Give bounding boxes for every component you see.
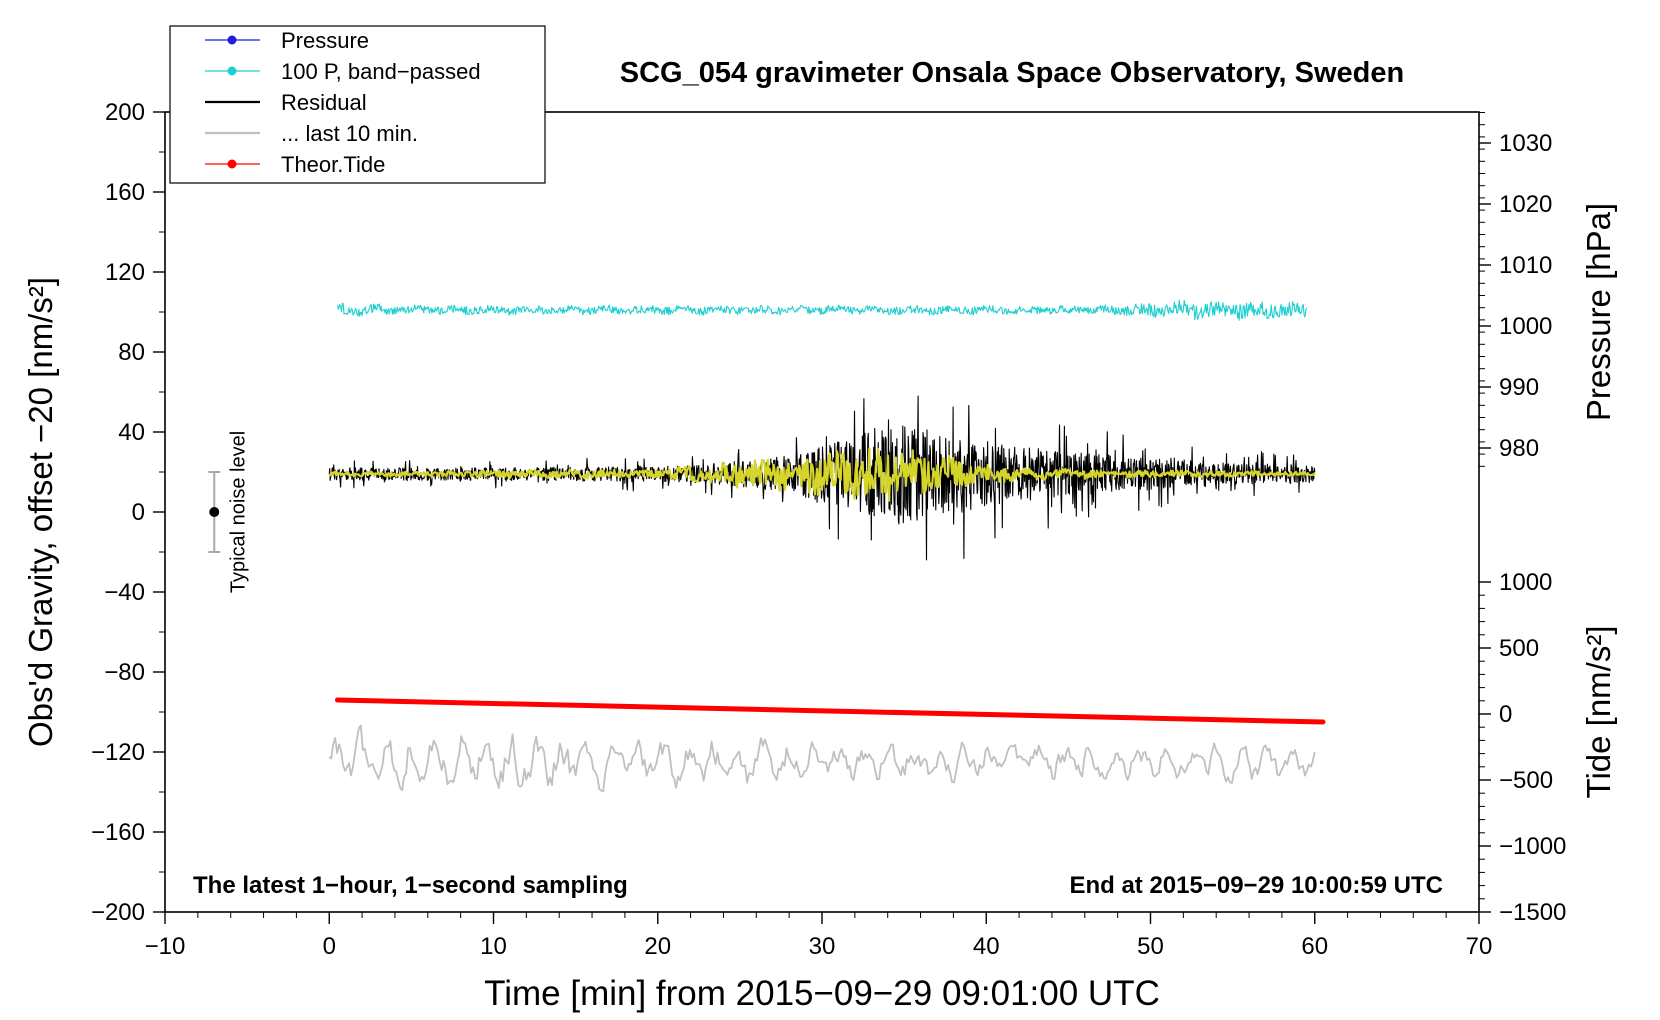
annotation-end-time: End at 2015−09−29 10:00:59 UTC bbox=[1069, 872, 1443, 899]
y-tick-label: 0 bbox=[132, 499, 145, 526]
legend-marker bbox=[227, 66, 237, 76]
y-tick-label: 200 bbox=[105, 99, 145, 126]
pressure-tick-label: 980 bbox=[1499, 435, 1539, 462]
pressure-tick-label: 1010 bbox=[1499, 252, 1552, 279]
y-tick-label: −200 bbox=[91, 899, 145, 926]
chart-title: SCG_054 gravimeter Onsala Space Observat… bbox=[620, 57, 1404, 89]
series-last-10-min bbox=[328, 724, 1316, 793]
x-tick-label: 60 bbox=[1301, 933, 1328, 960]
legend-label: Pressure bbox=[281, 28, 369, 53]
noise-level-label: Typical noise level bbox=[227, 431, 249, 593]
tide-tick-label: −1000 bbox=[1499, 833, 1566, 860]
y-tick-label: −160 bbox=[91, 819, 145, 846]
y-tick-label: 120 bbox=[105, 259, 145, 286]
y-tick-label: 80 bbox=[118, 339, 145, 366]
legend-marker bbox=[227, 159, 237, 169]
y-tick-label: 40 bbox=[118, 419, 145, 446]
noise-level-indicator bbox=[208, 471, 221, 553]
pressure-tick-label: 990 bbox=[1499, 374, 1539, 401]
series-theoretical-tide bbox=[334, 697, 1326, 725]
legend-marker bbox=[227, 35, 237, 45]
x-axis-label: Time [min] from 2015−09−29 09:01:00 UTC bbox=[484, 974, 1160, 1013]
x-tick-label: 0 bbox=[323, 933, 336, 960]
x-tick-label: 20 bbox=[644, 933, 671, 960]
x-tick-label: −10 bbox=[145, 933, 186, 960]
legend-label: ... last 10 min. bbox=[281, 121, 418, 146]
x-tick-label: 30 bbox=[809, 933, 836, 960]
x-tick-label: 10 bbox=[480, 933, 507, 960]
tide-tick-label: 1000 bbox=[1499, 569, 1552, 596]
x-tick-label: 70 bbox=[1466, 933, 1493, 960]
y-axis-pressure-label: Pressure [hPa] bbox=[1580, 203, 1617, 421]
y-axis-left: −200 −160 −120 −80 −40 0 40 80 120 160 200 bbox=[91, 99, 165, 926]
noise-bar-center bbox=[209, 507, 220, 517]
legend-label: Residual bbox=[281, 90, 367, 115]
x-tick-label: 50 bbox=[1137, 933, 1164, 960]
y-axis-pressure: 980 990 1000 1010 1020 1030 bbox=[1479, 112, 1552, 467]
annotation-sampling: The latest 1−hour, 1−second sampling bbox=[193, 872, 628, 899]
y-axis-tide: −1500 −1000 −500 0 500 1000 bbox=[1479, 569, 1566, 926]
tide-tick-label: 500 bbox=[1499, 635, 1539, 662]
pressure-tick-label: 1020 bbox=[1499, 191, 1552, 218]
legend-label: Theor.Tide bbox=[281, 152, 385, 177]
tide-tick-label: −1500 bbox=[1499, 899, 1566, 926]
pressure-tick-label: 1030 bbox=[1499, 130, 1552, 157]
x-tick-label: 40 bbox=[973, 933, 1000, 960]
y-axis-left-label: Obs'd Gravity, offset −20 [nm/s²] bbox=[22, 277, 59, 747]
y-tick-label: 160 bbox=[105, 179, 145, 206]
tide-tick-label: −500 bbox=[1499, 767, 1553, 794]
tide-tick-label: 0 bbox=[1499, 701, 1512, 728]
series-smoothed-residual bbox=[328, 447, 1316, 502]
series-residual bbox=[328, 395, 1316, 561]
series-band-passed-pressure bbox=[336, 299, 1308, 321]
y-tick-label: −40 bbox=[104, 579, 145, 606]
pressure-tick-label: 1000 bbox=[1499, 313, 1552, 340]
y-tick-label: −80 bbox=[104, 659, 145, 686]
y-tick-label: −120 bbox=[91, 739, 145, 766]
legend: Pressure 100 P, band−passed Residual ... la… bbox=[169, 25, 546, 184]
y-axis-tide-label: Tide [nm/s²] bbox=[1580, 626, 1617, 799]
x-axis: −10 0 10 20 30 40 50 60 70 bbox=[145, 912, 1493, 960]
series-layer bbox=[328, 299, 1326, 793]
legend-label: 100 P, band−passed bbox=[281, 59, 481, 84]
